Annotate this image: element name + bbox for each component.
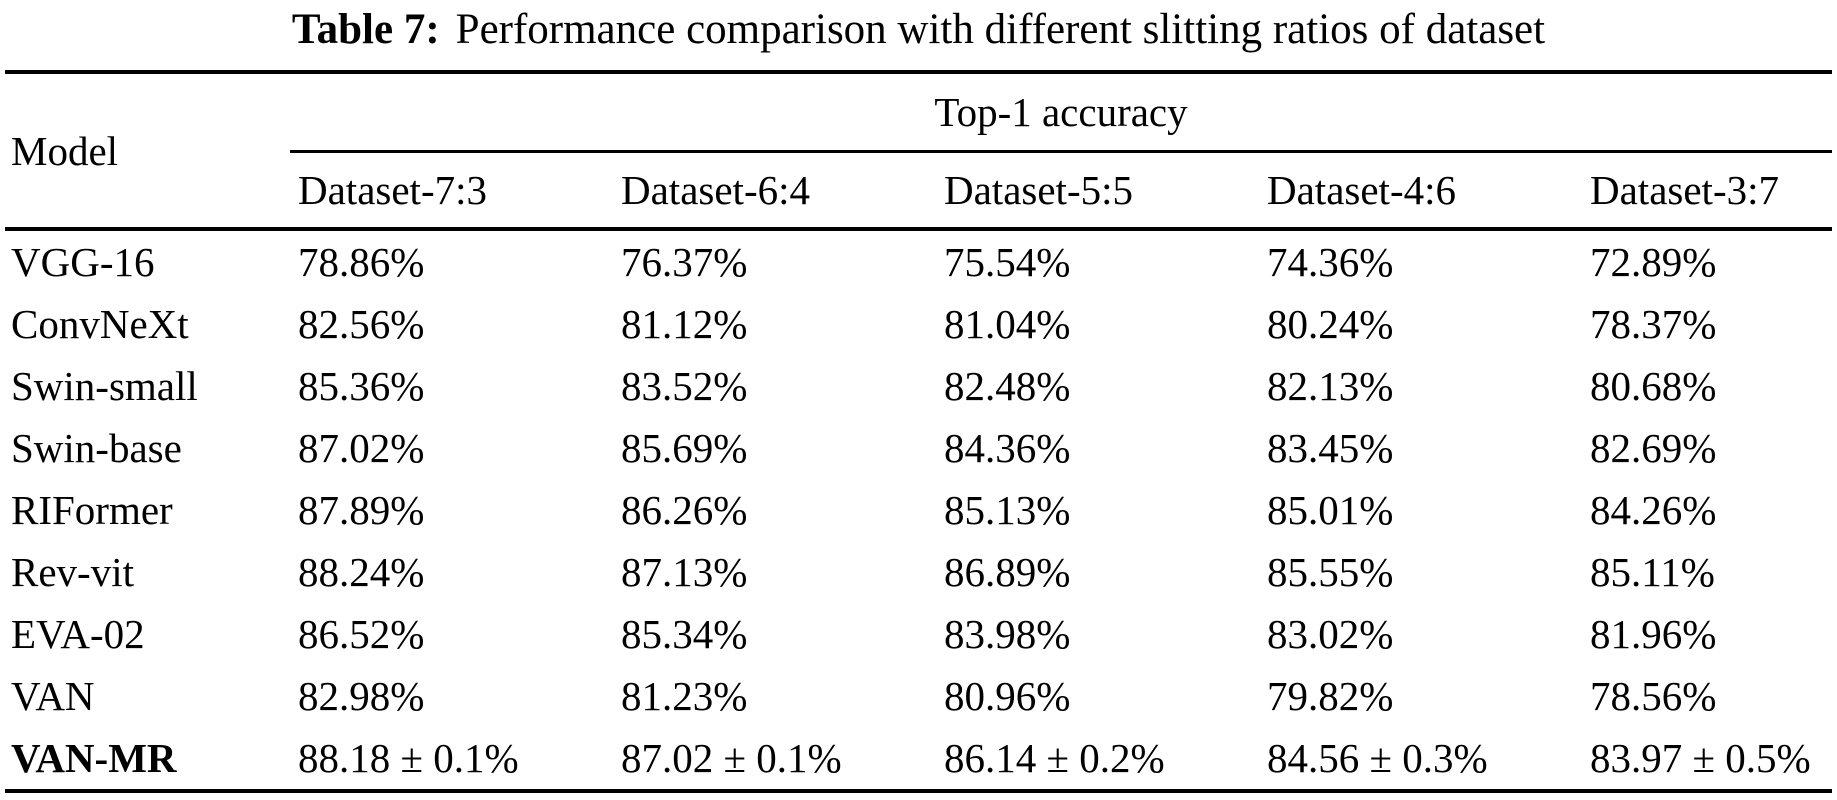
accuracy-cell: 81.23% xyxy=(621,673,748,719)
accuracy-cell: 83.02% xyxy=(1267,611,1394,657)
accuracy-cell: 85.36% xyxy=(298,363,425,409)
accuracy-cell: 88.18 ± 0.1% xyxy=(290,727,613,793)
table-row: ConvNeXt 82.56% 81.12% 81.04% 80.24% 78.… xyxy=(5,293,1832,355)
accuracy-cell: 85.69% xyxy=(621,425,748,471)
accuracy-cell: 85.13% xyxy=(944,487,1071,533)
accuracy-cell: 80.68% xyxy=(1590,363,1717,409)
accuracy-cell: 87.02 ± 0.1% xyxy=(613,727,936,793)
table-row: Rev-vit 88.24% 87.13% 86.89% 85.55% 85.1… xyxy=(5,541,1832,603)
model-name-cell: VGG-16 xyxy=(11,239,155,285)
column-header-dataset-7-3: Dataset-7:3 xyxy=(290,151,613,231)
accuracy-cell: 82.98% xyxy=(298,673,425,719)
accuracy-cell: 74.36% xyxy=(1267,239,1394,285)
group-header-row: Model Top-1 accuracy xyxy=(5,72,1833,231)
accuracy-cell: 79.82% xyxy=(1267,673,1394,719)
accuracy-cell: 76.37% xyxy=(621,239,748,285)
model-name-cell: EVA-02 xyxy=(11,611,145,657)
accuracy-cell: 81.12% xyxy=(621,301,748,347)
column-header-model: Model xyxy=(5,72,290,231)
table-caption-label: Table 7: xyxy=(291,6,440,53)
column-header-dataset-4-6: Dataset-4:6 xyxy=(1259,151,1582,231)
accuracy-cell: 82.56% xyxy=(298,301,425,347)
accuracy-cell: 82.13% xyxy=(1267,363,1394,409)
accuracy-cell: 88.24% xyxy=(298,549,425,595)
model-name-cell: Swin-base xyxy=(11,425,182,471)
accuracy-cell: 87.13% xyxy=(621,549,748,595)
accuracy-cell: 85.01% xyxy=(1267,487,1394,533)
table-row: Swin-small 85.36% 83.52% 82.48% 82.13% 8… xyxy=(5,355,1832,417)
column-header-dataset-6-4: Dataset-6:4 xyxy=(613,151,936,231)
accuracy-cell: 86.89% xyxy=(944,549,1071,595)
column-header-dataset-5-5: Dataset-5:5 xyxy=(936,151,1259,231)
accuracy-cell: 87.89% xyxy=(298,487,425,533)
accuracy-cell: 86.26% xyxy=(621,487,748,533)
accuracy-cell: 85.34% xyxy=(621,611,748,657)
model-name-cell: Swin-small xyxy=(11,363,198,409)
accuracy-cell: 84.56 ± 0.3% xyxy=(1259,727,1582,793)
accuracy-cell: 85.11% xyxy=(1590,549,1715,595)
column-header-dataset-3-7: Dataset-3:7 xyxy=(1582,151,1833,231)
table-row-van-mr: VAN-MR 88.18 ± 0.1% 87.02 ± 0.1% 86.14 ±… xyxy=(5,727,1833,793)
table-caption-text: Performance comparison with different sl… xyxy=(455,6,1546,53)
table-row: Swin-base 87.02% 85.69% 84.36% 83.45% 82… xyxy=(5,417,1832,479)
column-group-header-top1-accuracy: Top-1 accuracy xyxy=(290,72,1833,153)
model-name-cell: RIFormer xyxy=(11,487,173,533)
accuracy-cell: 82.69% xyxy=(1590,425,1717,471)
accuracy-cell: 84.26% xyxy=(1590,487,1717,533)
model-name-cell: VAN xyxy=(11,673,95,719)
accuracy-cell: 83.52% xyxy=(621,363,748,409)
accuracy-cell: 83.97 ± 0.5% xyxy=(1582,727,1833,793)
table-row: EVA-02 86.52% 85.34% 83.98% 83.02% 81.96… xyxy=(5,603,1832,665)
table-row: RIFormer 87.89% 86.26% 85.13% 85.01% 84.… xyxy=(5,479,1832,541)
accuracy-cell: 80.96% xyxy=(944,673,1071,719)
accuracy-cell: 86.14 ± 0.2% xyxy=(936,727,1259,793)
accuracy-cell: 82.48% xyxy=(944,363,1071,409)
model-name-cell: ConvNeXt xyxy=(11,301,189,347)
results-table: Model Top-1 accuracy Dataset-7:3 Dataset… xyxy=(5,70,1833,793)
accuracy-cell: 83.98% xyxy=(944,611,1071,657)
accuracy-cell: 87.02% xyxy=(298,425,425,471)
accuracy-cell: 78.37% xyxy=(1590,301,1717,347)
accuracy-cell: 84.36% xyxy=(944,425,1071,471)
accuracy-cell: 81.04% xyxy=(944,301,1071,347)
accuracy-cell: 86.52% xyxy=(298,611,425,657)
table-row: VGG-16 78.86% 76.37% 75.54% 74.36% 72.89… xyxy=(5,229,1832,293)
accuracy-cell: 80.24% xyxy=(1267,301,1394,347)
accuracy-cell: 78.86% xyxy=(298,239,425,285)
accuracy-cell: 75.54% xyxy=(944,239,1071,285)
table-row: VAN 82.98% 81.23% 80.96% 79.82% 78.56% xyxy=(5,665,1832,727)
accuracy-cell: 83.45% xyxy=(1267,425,1394,471)
accuracy-cell: 81.96% xyxy=(1590,611,1717,657)
accuracy-cell: 85.55% xyxy=(1267,549,1394,595)
model-name-cell: Rev-vit xyxy=(11,549,134,595)
dataset-header-row: Dataset-7:3 Dataset-6:4 Dataset-5:5 Data… xyxy=(5,151,1833,231)
accuracy-cell: 72.89% xyxy=(1590,239,1717,285)
accuracy-cell: 78.56% xyxy=(1590,673,1717,719)
model-name-cell: VAN-MR xyxy=(5,727,290,793)
table-caption: Table 7: Performance comparison with diff… xyxy=(0,0,1837,70)
